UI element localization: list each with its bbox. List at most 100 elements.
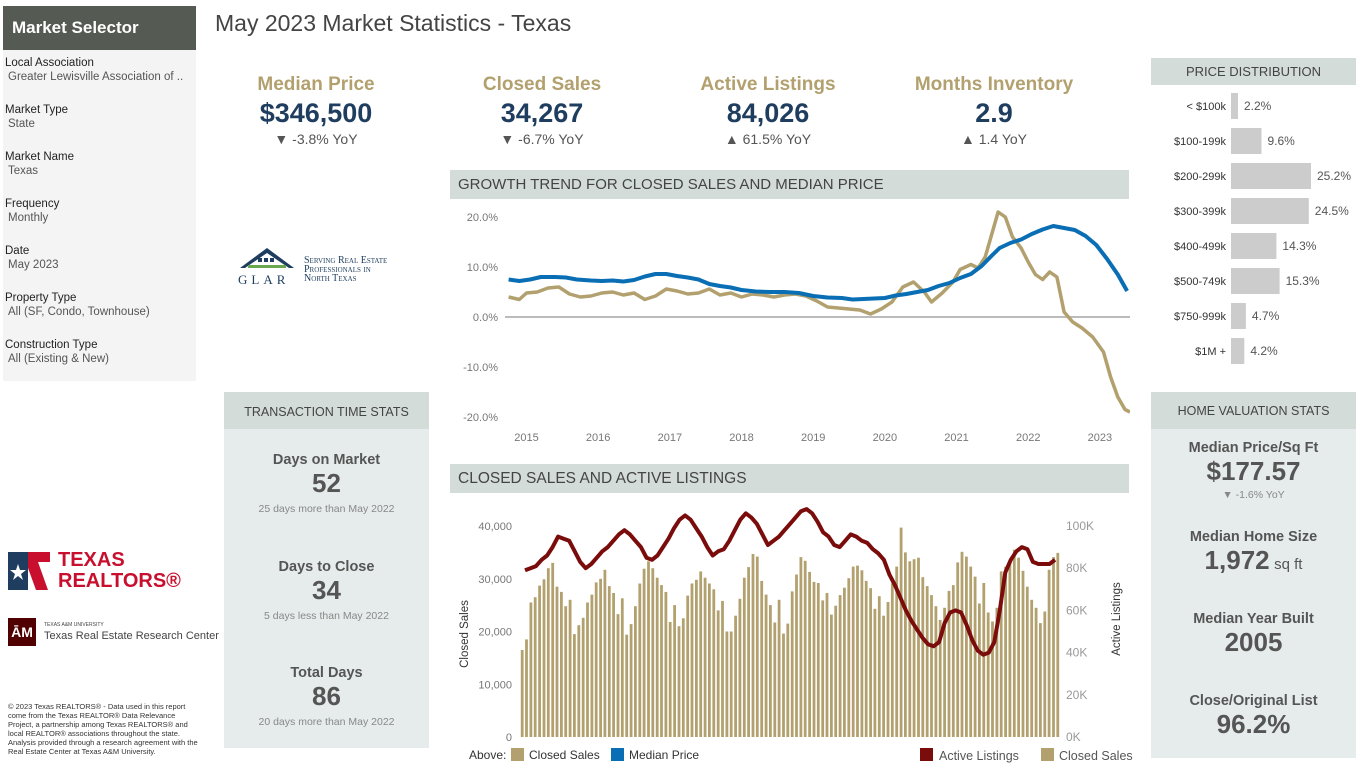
- closed-sales-bar: [843, 587, 846, 737]
- price-bucket-bar: [1231, 93, 1238, 119]
- filter-label: Local Association: [5, 57, 94, 69]
- closed-sales-bar: [673, 605, 676, 737]
- filter-property-type[interactable]: Property Type All (SF, Condo, Townhouse): [5, 291, 150, 319]
- kpi-value: 2.9: [975, 98, 1013, 128]
- closed-sales-bar: [899, 527, 903, 737]
- closed-sales-bar: [638, 583, 642, 737]
- closed-sales-bar: [699, 571, 703, 737]
- legend-swatch: [1041, 748, 1054, 761]
- price-distribution-chart: < $100k 2.2% $100-199k 9.6% $200-299k 25.2% $3…: [1174, 93, 1351, 364]
- filter-market-name[interactable]: Market Name Texas: [5, 150, 74, 178]
- filter-local-association[interactable]: Local Association Greater Lewisville Asso…: [5, 56, 183, 84]
- closed-sales-bar: [890, 583, 894, 737]
- closed-sales-bar: [925, 586, 929, 737]
- price-bucket-label: $200-299k: [1174, 171, 1226, 183]
- legend-active-listings: Active Listings: [939, 749, 1019, 763]
- closed-sales-bar: [642, 568, 646, 737]
- texas-realtors-text-1: TEXAS: [58, 549, 125, 571]
- house-icon: [240, 248, 294, 268]
- tamu-logo: ĀM TEXAS A&M UNIVERSITY Texas Real Estat…: [8, 618, 219, 648]
- kpi-change: ▲ 1.4 YoY: [960, 131, 1028, 147]
- kpi-median-price: Median Price $346,500 ▼ -3.8% YoY: [206, 74, 426, 147]
- filter-label: Property Type: [5, 292, 77, 304]
- closed-sales-bar: [590, 594, 594, 737]
- closed-sales-bar: [577, 625, 581, 737]
- closed-sales-bar: [686, 595, 690, 737]
- growth-chart-title: GROWTH TREND FOR CLOSED SALES AND MEDIAN…: [450, 170, 1129, 199]
- kpi-value: $346,500: [259, 98, 373, 128]
- price-bucket-bar: [1231, 338, 1245, 364]
- y-tick-label: 10,000: [478, 679, 512, 691]
- closed-sales-bar: [838, 595, 842, 737]
- closed-sales-bar: [1021, 570, 1025, 737]
- closed-sales-bar: [542, 579, 546, 737]
- closed-sales-bar: [1008, 562, 1012, 737]
- closed-sales-bar: [1034, 607, 1038, 737]
- closed-sales-bar: [960, 551, 964, 737]
- x-tick-label: 2016: [586, 432, 610, 444]
- price-sqft-label: Median Price/Sq Ft: [1188, 440, 1319, 456]
- closed-sales-bar: [655, 577, 659, 737]
- x-tick-label: 2017: [658, 432, 682, 444]
- price-sqft-value: $177.57: [1206, 456, 1301, 486]
- closed-sales-bar: [851, 566, 855, 737]
- closed-sales-bar: [934, 606, 938, 737]
- price-bucket-bar: [1231, 233, 1277, 259]
- filter-construction-type[interactable]: Construction Type All (Existing & New): [5, 338, 109, 366]
- closed-sales-bar: [651, 568, 655, 737]
- closed-sales-bar: [625, 634, 629, 737]
- closed-sales-bar: [725, 631, 729, 737]
- closed-sales-bar: [947, 590, 951, 737]
- filter-date[interactable]: Date May 2023: [5, 244, 59, 272]
- x-tick-label: 2021: [944, 432, 968, 444]
- legend-closed-sales: Closed Sales: [529, 748, 600, 762]
- closed-sales-bar: [921, 577, 925, 737]
- kpi-label: Active Listings: [700, 74, 836, 95]
- closed-sales-active-listings-chart: 40,000 30,000 20,000 10,000 0 100K 80K 60K 40K 20…: [459, 507, 1133, 763]
- closed-sales-bar: [647, 561, 650, 737]
- y2-tick-label: 40K: [1066, 646, 1087, 660]
- closed-sales-bar: [738, 598, 742, 737]
- closed-sales-bar: [1047, 569, 1051, 737]
- closed-sales-bar: [938, 619, 942, 737]
- kpi-closed-sales: Closed Sales 34,267 ▼ -6.7% YoY: [432, 74, 652, 147]
- legend-swatch: [920, 748, 933, 761]
- y-tick-label: 0: [506, 732, 512, 744]
- closed-sales-bar: [634, 606, 637, 737]
- home-size-value: 1,972: [1204, 545, 1270, 575]
- days-to-close-note: 5 days less than May 2022: [264, 610, 389, 622]
- home-size-label: Median Home Size: [1189, 529, 1318, 545]
- closed-sales-bar: [695, 579, 698, 737]
- closed-sales-bar: [834, 605, 838, 737]
- filter-value: State: [8, 118, 35, 130]
- closed-sales-bar: [895, 566, 899, 737]
- filter-label: Market Name: [5, 151, 75, 163]
- price-bucket-value: 24.5%: [1315, 204, 1349, 218]
- closed-sales-bar: [1030, 599, 1034, 737]
- price-bucket-label: $100-199k: [1174, 136, 1226, 148]
- closed-sales-bar: [546, 568, 550, 737]
- closed-sales-bar: [882, 615, 885, 737]
- filter-frequency[interactable]: Frequency Monthly: [5, 197, 59, 225]
- closed-sales-bar: [594, 582, 598, 737]
- closed-sales-bar: [629, 624, 633, 737]
- closed-sales-bar: [1056, 552, 1060, 737]
- filter-market-type[interactable]: Market Type State: [5, 103, 68, 131]
- glar-logo: GLAR Serving Real Estate Professionals i…: [234, 244, 414, 290]
- glar-tagline-3: North Texas: [304, 273, 357, 284]
- x-tick-label: 2022: [1016, 432, 1040, 444]
- price-bucket-bar: [1231, 268, 1280, 294]
- price-bucket-bar: [1231, 303, 1246, 329]
- closed-sales-bar: [533, 597, 537, 737]
- close-list-value: 96.2%: [1216, 709, 1291, 739]
- home-valuation-panel: Median Price/Sq Ft $177.57 ▼ -1.6% YoY M…: [1151, 429, 1356, 758]
- closed-sales-bar: [799, 557, 803, 737]
- market-selector-title: Market Selector: [3, 6, 196, 50]
- closed-sales-bar: [681, 618, 685, 737]
- kpi-label: Median Price: [257, 74, 375, 95]
- tamu-small-text: TEXAS A&M UNIVERSITY: [44, 622, 104, 628]
- price-bucket-value: 14.3%: [1282, 239, 1316, 253]
- page-title: May 2023 Market Statistics - Texas: [215, 10, 572, 36]
- y-tick-label: -20.0%: [463, 412, 498, 424]
- y-tick-label: 10.0%: [467, 262, 498, 274]
